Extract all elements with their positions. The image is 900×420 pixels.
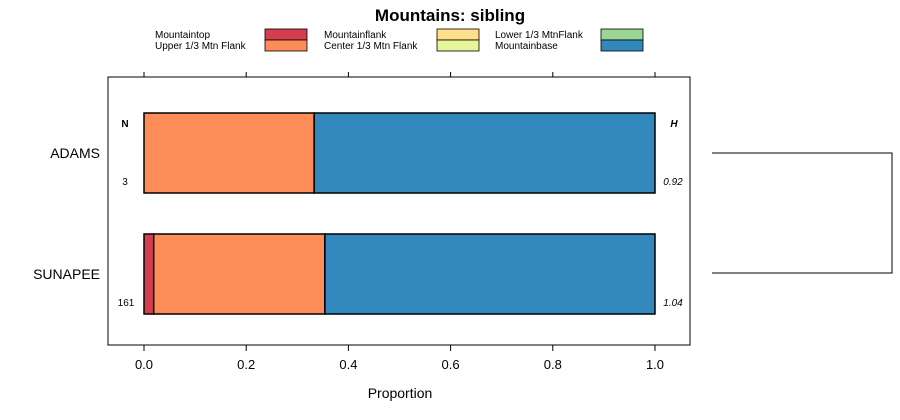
legend-label: Mountainflank — [324, 30, 387, 41]
bar-segment — [152, 233, 326, 315]
legend-label: Upper 1/3 Mtn Flank — [155, 41, 247, 52]
bars — [143, 112, 656, 315]
bar-segment — [313, 112, 656, 194]
legend-label: Mountainbase — [495, 41, 558, 52]
h-value: 0.92 — [663, 177, 683, 188]
h-value: 1.04 — [663, 298, 683, 309]
x-axis-label: Proportion — [368, 385, 433, 401]
h-header: H — [670, 119, 678, 130]
legend-label: Center 1/3 Mtn Flank — [324, 41, 418, 52]
category-label: SUNAPEE — [33, 266, 100, 282]
x-tick-label: 0.2 — [237, 357, 255, 372]
legend-swatch — [600, 39, 644, 52]
dendrogram-bracket — [712, 152, 893, 274]
category-labels: ADAMS SUNAPEE — [33, 145, 100, 282]
x-tick-label: 0.0 — [135, 357, 153, 372]
x-tick-label: 0.8 — [544, 357, 562, 372]
legend-swatch — [436, 28, 480, 41]
legend-label: Mountaintop — [155, 30, 210, 41]
n-value: 161 — [118, 298, 135, 309]
bar-segment — [143, 233, 155, 315]
bar-segment — [324, 233, 656, 315]
x-tick-label: 0.6 — [442, 357, 460, 372]
legend-swatch — [264, 28, 308, 41]
legend-label: Lower 1/3 MtnFlank — [495, 30, 584, 41]
legend-swatch — [600, 28, 644, 41]
bar-segment — [143, 112, 315, 194]
x-tick-label: 1.0 — [646, 357, 664, 372]
x-tick-label: 0.4 — [339, 357, 357, 372]
legend-swatch — [436, 39, 480, 52]
n-value: 3 — [122, 177, 128, 188]
x-axis-ticks: 0.0 0.2 0.4 0.6 0.8 1.0 — [135, 72, 664, 372]
plot-frame — [107, 76, 691, 346]
n-header: N — [121, 119, 128, 130]
chart-title: Mountains: sibling — [375, 6, 525, 25]
category-label: ADAMS — [50, 145, 100, 161]
bar-annotations: N H 3 0.92 161 1.04 — [118, 119, 684, 309]
legend-swatch — [264, 39, 308, 52]
